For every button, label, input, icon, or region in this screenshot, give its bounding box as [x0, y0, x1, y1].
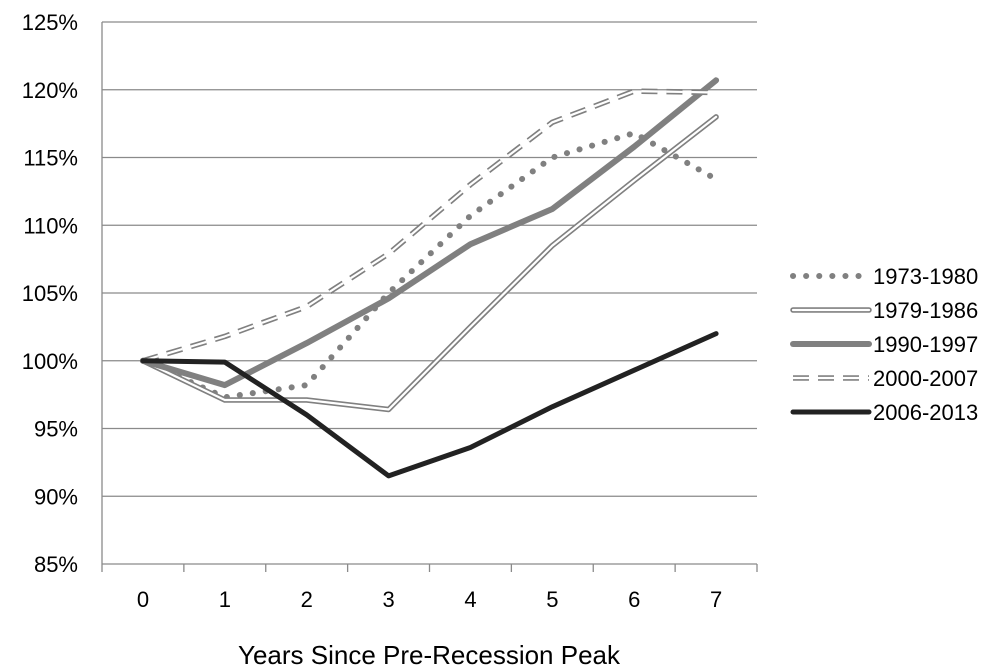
y-tick-label: 105%: [22, 281, 78, 306]
x-tick-label: 4: [464, 587, 476, 612]
x-tick-label: 2: [301, 587, 313, 612]
x-tick-label: 5: [546, 587, 558, 612]
y-tick-label: 90%: [34, 484, 78, 509]
legend-item: 1973-1980: [790, 264, 978, 289]
series-2000-2007: [142, 88, 717, 364]
y-tick-label: 95%: [34, 417, 78, 442]
series-line-inner: [142, 90, 717, 362]
legend-label: 1990-1997: [873, 332, 978, 357]
y-tick-label: 110%: [23, 213, 78, 238]
legend: 1973-1980 1979-1986 1990-1997 2000-2007 2006…: [790, 264, 978, 425]
series-1979-1986: [140, 114, 719, 413]
x-axis-ticks: 0 1 2 3 4 5 6 7: [101, 564, 758, 612]
series-1990-1997: [139, 77, 720, 389]
series-line-inner: [141, 115, 718, 411]
series-lines: [139, 77, 720, 479]
x-tick-label: 6: [628, 587, 640, 612]
x-tick-label: 3: [382, 587, 394, 612]
y-axis-ticks: 85% 90% 95% 100% 105% 110% 115% 120% 125%: [22, 10, 78, 577]
legend-item: 2000-2007: [793, 366, 978, 391]
x-axis-title: Years Since Pre-Recession Peak: [238, 640, 621, 670]
y-tick-label: 125%: [22, 10, 78, 35]
legend-label: 2006-2013: [873, 400, 978, 425]
series-line: [139, 130, 720, 401]
x-tick-label: 1: [219, 587, 231, 612]
x-tick-label: 0: [137, 587, 149, 612]
legend-item: 1990-1997: [790, 332, 978, 357]
x-tick-label: 7: [710, 587, 722, 612]
y-tick-label: 115%: [23, 146, 78, 171]
legend-label: 1973-1980: [873, 264, 978, 289]
legend-label: 1979-1986: [873, 298, 978, 323]
series-line: [139, 77, 720, 389]
gridlines: [101, 21, 757, 565]
series-2006-2013: [140, 331, 719, 479]
series-line: [140, 331, 719, 479]
legend-item: 2006-2013: [790, 400, 978, 425]
legend-item: 1979-1986: [790, 298, 978, 323]
legend-label: 2000-2007: [873, 366, 978, 391]
y-tick-label: 85%: [34, 552, 78, 577]
series-1973-1980: [139, 130, 720, 401]
y-tick-label: 100%: [22, 349, 78, 374]
y-tick-label: 120%: [22, 78, 78, 103]
